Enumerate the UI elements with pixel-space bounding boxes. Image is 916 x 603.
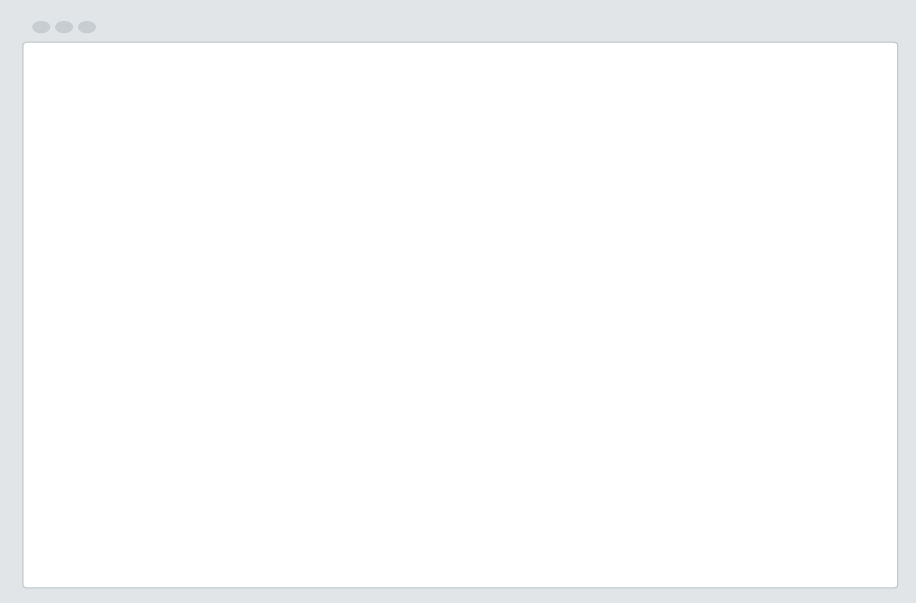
Text: Folder Access: Folder Access	[60, 118, 174, 136]
FancyBboxPatch shape	[518, 315, 649, 357]
Text: Groups  ▾: Groups ▾	[150, 75, 199, 86]
FancyBboxPatch shape	[378, 363, 508, 404]
Text: 38.9%: 38.9%	[563, 471, 605, 484]
Text: Action  ▾: Action ▾	[241, 75, 286, 86]
Text: 96.3%: 96.3%	[703, 235, 745, 248]
FancyBboxPatch shape	[518, 410, 649, 451]
FancyBboxPatch shape	[518, 363, 649, 404]
Text: General Corporate Informa...: General Corporate Informa...	[60, 237, 221, 247]
Text: CLEARSIGHT: CLEARSIGHT	[549, 156, 619, 166]
Text: 47.0%: 47.0%	[563, 188, 605, 201]
Text: 100%: 100%	[285, 519, 322, 531]
Text: 57.1%: 57.1%	[563, 283, 605, 295]
FancyBboxPatch shape	[378, 174, 508, 215]
FancyBboxPatch shape	[659, 221, 789, 262]
Text: Export: Export	[216, 121, 257, 133]
FancyBboxPatch shape	[659, 457, 789, 498]
Text: 100%: 100%	[425, 283, 462, 295]
FancyBboxPatch shape	[659, 504, 789, 546]
Text: Operational Matters: Operational Matters	[60, 331, 171, 341]
Text: 49.1%: 49.1%	[423, 188, 464, 201]
Bar	[32, 502, 864, 549]
FancyBboxPatch shape	[518, 457, 649, 498]
Text: 79.2%: 79.2%	[283, 471, 323, 484]
Bar	[32, 455, 864, 502]
Text: 30.0%: 30.0%	[703, 424, 745, 437]
Text: 25.0%: 25.0%	[423, 235, 463, 248]
Text: 28.6%: 28.6%	[283, 283, 323, 295]
FancyBboxPatch shape	[238, 315, 368, 357]
Text: 41.1%: 41.1%	[703, 188, 745, 201]
Text: Regulatory Permits: Regulatory Permits	[60, 378, 166, 388]
FancyBboxPatch shape	[238, 363, 368, 404]
Text: 24.4%: 24.4%	[563, 330, 605, 343]
Text: 98.8%: 98.8%	[283, 235, 323, 248]
FancyBboxPatch shape	[659, 410, 789, 451]
FancyBboxPatch shape	[238, 457, 368, 498]
Text: 20.0%: 20.0%	[703, 377, 745, 390]
FancyBboxPatch shape	[659, 174, 789, 215]
Bar	[32, 314, 864, 361]
FancyBboxPatch shape	[659, 268, 789, 310]
FancyBboxPatch shape	[518, 504, 649, 546]
Text: 72.9%: 72.9%	[283, 188, 323, 201]
FancyBboxPatch shape	[226, 66, 300, 95]
FancyBboxPatch shape	[659, 315, 789, 357]
Text: 40.0%: 40.0%	[563, 377, 605, 390]
Text: 24.4%: 24.4%	[283, 330, 323, 343]
FancyBboxPatch shape	[518, 174, 649, 215]
FancyBboxPatch shape	[518, 221, 649, 262]
Text: 22.2%: 22.2%	[703, 283, 745, 295]
Text: Finances & Tax: Finances & Tax	[60, 284, 143, 294]
Bar	[32, 172, 864, 219]
Bar	[32, 361, 864, 408]
Text: Swisslake: Swisslake	[697, 156, 751, 166]
Text: Intellectual Property: Intellectual Property	[60, 473, 173, 483]
Text: 34.8%: 34.8%	[423, 519, 464, 531]
Bar	[32, 219, 864, 267]
FancyBboxPatch shape	[137, 66, 212, 95]
FancyBboxPatch shape	[378, 504, 508, 546]
Text: 100%: 100%	[425, 330, 462, 343]
Text: 22.0%: 22.0%	[703, 330, 745, 343]
FancyBboxPatch shape	[378, 221, 508, 262]
Text: 98.8%: 98.8%	[563, 235, 605, 248]
Text: FINMA: FINMA	[426, 156, 461, 166]
FancyBboxPatch shape	[238, 268, 368, 310]
Text: ⊞: ⊞	[196, 120, 207, 134]
FancyBboxPatch shape	[238, 410, 368, 451]
Text: 24.6%: 24.6%	[703, 519, 745, 531]
Text: 29.2%: 29.2%	[423, 471, 463, 484]
Text: 31.9%: 31.9%	[563, 519, 605, 531]
Text: Folder/Group: Folder/Group	[60, 155, 136, 168]
Text: Period  ▾: Period ▾	[73, 75, 117, 86]
FancyBboxPatch shape	[659, 363, 789, 404]
FancyBboxPatch shape	[238, 174, 368, 215]
FancyBboxPatch shape	[378, 457, 508, 498]
Text: 66.7%: 66.7%	[703, 471, 745, 484]
Text: 82.9%: 82.9%	[283, 377, 323, 390]
Text: Contracts & Agreements: Contracts & Agreements	[60, 520, 198, 530]
Text: 37.1%: 37.1%	[563, 424, 604, 437]
Text: CGS Management: CGS Management	[253, 156, 354, 166]
FancyBboxPatch shape	[378, 410, 508, 451]
FancyBboxPatch shape	[378, 315, 508, 357]
FancyBboxPatch shape	[518, 268, 649, 310]
Bar	[32, 408, 864, 455]
FancyBboxPatch shape	[238, 221, 368, 262]
FancyBboxPatch shape	[238, 504, 368, 546]
Text: Real Estate: Real Estate	[60, 426, 123, 435]
FancyBboxPatch shape	[378, 268, 508, 310]
Text: Project Star: Project Star	[60, 190, 125, 200]
Bar	[32, 267, 864, 314]
FancyBboxPatch shape	[59, 66, 132, 95]
Text: 31.4%: 31.4%	[423, 424, 463, 437]
Text: 100%: 100%	[285, 424, 322, 437]
Text: 25.7%: 25.7%	[423, 377, 463, 390]
